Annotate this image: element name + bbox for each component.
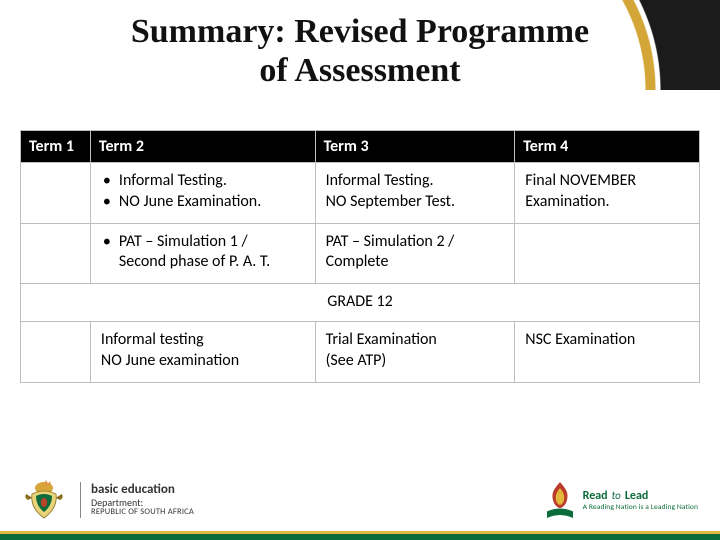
bullet-item: Informal Testing. (101, 171, 305, 192)
read-to-lead-text: Read to Lead A Reading Nation is a Leadi… (583, 489, 698, 512)
grade-label: GRADE 12 (21, 284, 700, 322)
cell-t3-r3: Trial Examination (See ATP) (315, 321, 515, 382)
bullet-list: Informal Testing. NO June Examination. (101, 171, 305, 213)
logo-right: Read to Lead A Reading Nation is a Leadi… (543, 478, 698, 522)
header-term2: Term 2 (90, 131, 315, 163)
header-term1: Term 1 (21, 131, 91, 163)
table-row: PAT – Simulation 1 / Second phase of P. … (21, 223, 700, 284)
text-line: NO June examination (101, 351, 239, 370)
bottom-bar (0, 534, 720, 540)
slide: Summary: Revised Programme of Assessment… (0, 0, 720, 540)
cell-empty (515, 223, 700, 284)
title-line-1: Summary: Revised Programme (131, 13, 589, 50)
text-line: Trial Examination (326, 330, 437, 349)
text-line: Informal testing (101, 330, 204, 349)
text-line: Final NOVEMBER (525, 171, 636, 190)
dept-name: basic education (91, 483, 194, 497)
table-row: Informal Testing. NO June Examination. I… (21, 163, 700, 224)
cell-t4-r3: NSC Examination (515, 321, 700, 382)
rtl-to: to (612, 489, 621, 502)
text-line: Complete (326, 252, 389, 271)
text-line: NO September Test. (326, 192, 456, 211)
logo-left: basic education Department: REPUBLIC OF … (22, 478, 194, 522)
book-flame-icon (543, 478, 577, 522)
text-line: Second phase of P. A. T. (119, 252, 270, 271)
cell-t4-r1: Final NOVEMBER Examination. (515, 163, 700, 224)
cell-t3-r2: PAT – Simulation 2 / Complete (315, 223, 515, 284)
cell-t3-r1: Informal Testing. NO September Test. (315, 163, 515, 224)
divider (80, 482, 81, 518)
country-label: REPUBLIC OF SOUTH AFRICA (91, 508, 194, 517)
bullet-item: NO June Examination. (101, 192, 305, 213)
assessment-table: Term 1 Term 2 Term 3 Term 4 Informal Tes… (20, 130, 700, 383)
cell-t2-r1: Informal Testing. NO June Examination. (90, 163, 315, 224)
text-line: PAT – Simulation 1 / (119, 232, 248, 251)
cell-empty (21, 321, 91, 382)
grade-row: GRADE 12 (21, 284, 700, 322)
page-title: Summary: Revised Programme of Assessment (0, 12, 720, 90)
text-line: Informal Testing. (326, 171, 434, 190)
cell-t2-r2: PAT – Simulation 1 / Second phase of P. … (90, 223, 315, 284)
dept-text: basic education Department: REPUBLIC OF … (91, 483, 194, 518)
text-line: Examination. (525, 192, 609, 211)
table-header-row: Term 1 Term 2 Term 3 Term 4 (21, 131, 700, 163)
footer: basic education Department: REPUBLIC OF … (0, 466, 720, 522)
cell-t2-r3: Informal testing NO June examination (90, 321, 315, 382)
coat-of-arms-icon (22, 478, 66, 522)
title-line-2: of Assessment (0, 51, 720, 90)
header-term3: Term 3 (315, 131, 515, 163)
header-term4: Term 4 (515, 131, 700, 163)
bullet-item: PAT – Simulation 1 / Second phase of P. … (101, 232, 305, 274)
text-line: (See ATP) (326, 351, 387, 370)
rtl-read: Read (583, 489, 608, 503)
table-row: Informal testing NO June examination Tri… (21, 321, 700, 382)
bullet-list: PAT – Simulation 1 / Second phase of P. … (101, 232, 305, 274)
rtl-tagline: A Reading Nation is a Leading Nation (583, 503, 698, 512)
cell-empty (21, 163, 91, 224)
cell-empty (21, 223, 91, 284)
rtl-lead: Lead (625, 489, 648, 503)
text-line: PAT – Simulation 2 / (326, 232, 455, 251)
